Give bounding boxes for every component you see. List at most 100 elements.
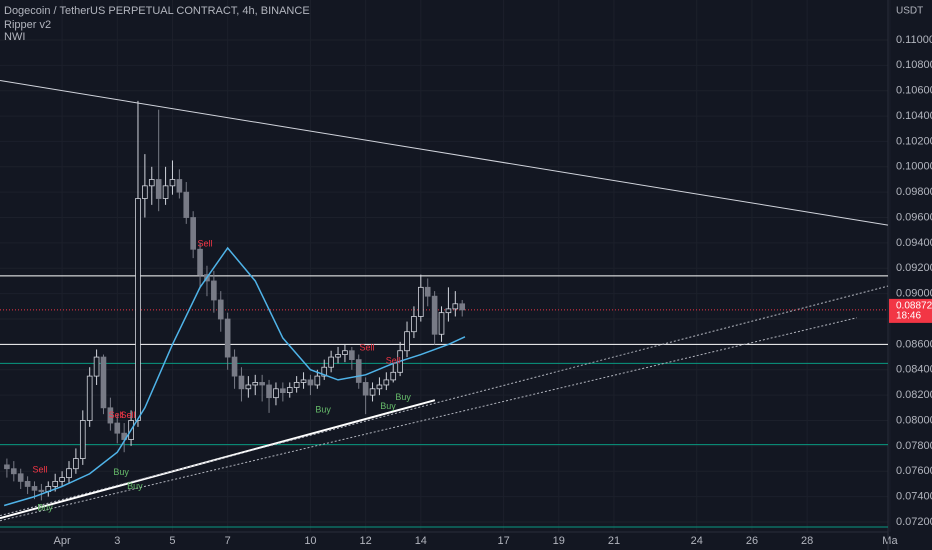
x-tick-label: 7 (225, 535, 231, 547)
x-tick-label: 24 (691, 535, 703, 547)
x-tick-label: 28 (801, 535, 813, 547)
y-tick-label: 0.08400 (896, 364, 932, 376)
candle-body (342, 350, 348, 355)
y-tick-label: 0.08600 (896, 338, 932, 350)
candle-body (73, 458, 79, 470)
candle-body (52, 480, 59, 487)
candle-body (266, 384, 272, 399)
y-tick-label: 0.09000 (896, 288, 932, 300)
candle-body (452, 303, 459, 310)
signal-label: Buy (315, 405, 331, 415)
candle-body (238, 375, 245, 390)
countdown-label: 18:46 (896, 311, 921, 322)
candle-body (93, 356, 100, 377)
indicator-name: Ripper v2 (4, 19, 51, 31)
trend-line (0, 317, 857, 522)
signal-label: Sell (121, 410, 136, 420)
y-tick-label: 0.10600 (896, 85, 932, 97)
candle-body (314, 375, 321, 386)
candle-body (383, 379, 390, 386)
candle-body (148, 179, 155, 187)
y-tick-label: 0.07600 (896, 465, 932, 477)
candle-body (355, 359, 362, 383)
candle-body (390, 371, 397, 381)
candle-body (376, 384, 383, 390)
x-tick-label: Apr (54, 535, 71, 547)
trend-line (0, 285, 889, 517)
y-tick-label: 0.10200 (896, 135, 932, 147)
candle-body (404, 331, 410, 352)
y-tick-label: 0.09400 (896, 237, 932, 249)
candle-body (4, 464, 10, 470)
y-tick-label: 0.09800 (896, 186, 932, 198)
candle-body (169, 179, 176, 187)
candle-body (59, 477, 65, 482)
candle-body (328, 356, 334, 368)
last-price-box (889, 298, 932, 323)
candle-body (424, 286, 431, 297)
signal-label: Sell (198, 239, 213, 249)
candle-body (190, 217, 196, 250)
candle-body (245, 384, 252, 390)
candle-body (79, 420, 86, 459)
y-axis-label: USDT (896, 6, 923, 17)
candle-body (431, 295, 438, 335)
candle-body (183, 191, 190, 218)
candle-body (17, 473, 24, 482)
candle-body (280, 388, 286, 393)
candle-body (349, 350, 355, 361)
candle-body (273, 388, 279, 399)
signal-label: Sell (109, 410, 124, 420)
y-tick-label: 0.09600 (896, 211, 932, 223)
candle-body (362, 382, 369, 396)
y-tick-label: 0.11000 (896, 34, 932, 46)
candle-body (31, 486, 38, 491)
y-tick-label: 0.07200 (896, 516, 932, 528)
signal-label: Buy (380, 401, 396, 411)
x-tick-label: 14 (415, 535, 427, 547)
y-tick-label: 0.10000 (896, 161, 932, 173)
candle-body (176, 179, 183, 193)
candle-body (231, 356, 238, 377)
signal-label: Sell (386, 355, 401, 365)
signal-label: Sell (33, 464, 48, 474)
candle-body (307, 379, 314, 386)
y-tick-label: 0.07400 (896, 491, 932, 503)
candle-body (335, 354, 341, 358)
candle-body (10, 468, 17, 475)
last-price-label: 0.08872 (896, 301, 932, 312)
candle-body (66, 468, 72, 478)
y-tick-label: 0.10800 (896, 59, 932, 71)
candle-body (418, 286, 424, 317)
candle-body (459, 303, 466, 311)
candle-body (24, 480, 31, 487)
candle-body (286, 387, 293, 393)
moving-average (3, 246, 466, 507)
signal-label: Buy (37, 502, 53, 512)
x-tick-label: 12 (360, 535, 372, 547)
x-tick-label: 19 (553, 535, 565, 547)
candle-body (252, 382, 259, 386)
signal-label: Buy (395, 392, 411, 402)
candle-body (107, 407, 114, 424)
candle-body (155, 179, 162, 199)
candle-body (445, 308, 452, 314)
candle-body (197, 248, 203, 276)
candle-body (38, 489, 45, 492)
chart-title: Dogecoin / TetherUS PERPETUAL CONTRACT, … (4, 5, 310, 17)
candle-body (369, 388, 376, 396)
y-tick-label: 0.10400 (896, 110, 932, 122)
candle-body (217, 299, 224, 320)
candle-body (162, 185, 169, 199)
x-tick-label: 21 (608, 535, 620, 547)
trend-line (0, 80, 889, 226)
candle-body (224, 318, 231, 358)
candle-body (438, 312, 445, 335)
signal-label: Sell (360, 343, 375, 353)
signal-label: Buy (127, 481, 143, 491)
y-tick-label: 0.08000 (896, 414, 932, 426)
candle-body (321, 366, 328, 377)
